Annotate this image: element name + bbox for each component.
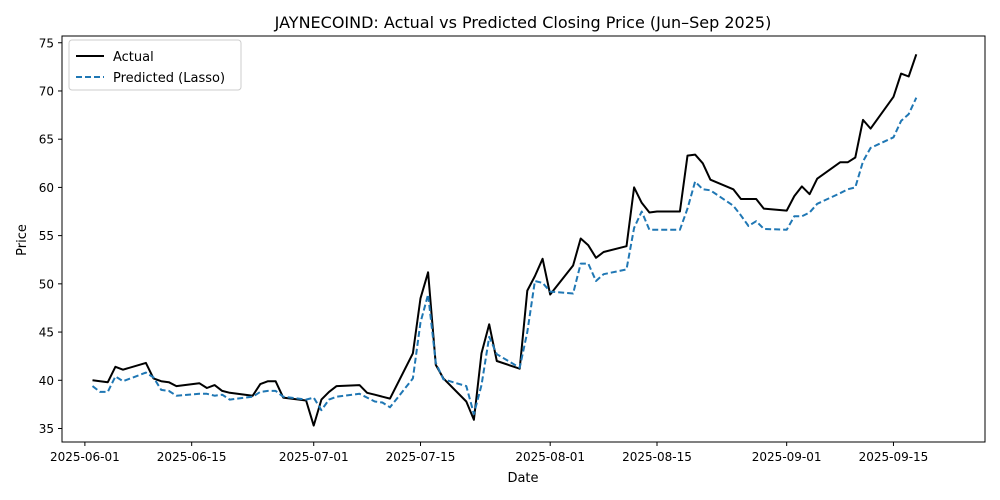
series-line-predicted (91, 97, 918, 415)
legend-box (68, 39, 242, 91)
y-tick-label: 75 (39, 36, 54, 50)
x-tick-label: 2025-07-15 (386, 450, 456, 464)
y-tick-label: 60 (39, 181, 54, 195)
plot-lines (91, 53, 918, 427)
x-tick-label: 2025-09-01 (752, 450, 822, 464)
x-tick-label: 2025-08-01 (515, 450, 585, 464)
x-axis: 2025-06-01 2025-06-15 2025-07-01 2025-07-15… (50, 442, 928, 464)
x-tick-label: 2025-07-01 (279, 450, 349, 464)
y-tick-label: 40 (39, 374, 54, 388)
y-tick-label: 50 (39, 277, 54, 291)
y-tick-label: 70 (39, 84, 54, 98)
legend-label-actual: Actual (113, 50, 154, 65)
x-tick-label: 2025-09-15 (859, 450, 929, 464)
plot-frame (61, 35, 986, 443)
x-tick-label: 2025-08-15 (622, 450, 692, 464)
x-axis-label: Date (507, 471, 538, 486)
y-tick-label: 45 (39, 326, 54, 340)
x-tick-label: 2025-06-15 (157, 450, 227, 464)
chart-title: JAYNECOIND: Actual vs Predicted Closing … (274, 13, 772, 32)
y-axis-label: Price (15, 224, 30, 256)
series-line-actual (92, 53, 918, 427)
legend: Actual Predicted (Lasso) (68, 39, 242, 91)
y-tick-label: 55 (39, 229, 54, 243)
y-axis: 35 40 45 50 55 60 65 70 75 (39, 36, 62, 436)
y-tick-label: 65 (39, 133, 54, 147)
x-tick-label: 2025-06-01 (50, 450, 120, 464)
y-tick-label: 35 (39, 422, 54, 436)
legend-label-predicted: Predicted (Lasso) (113, 71, 225, 86)
